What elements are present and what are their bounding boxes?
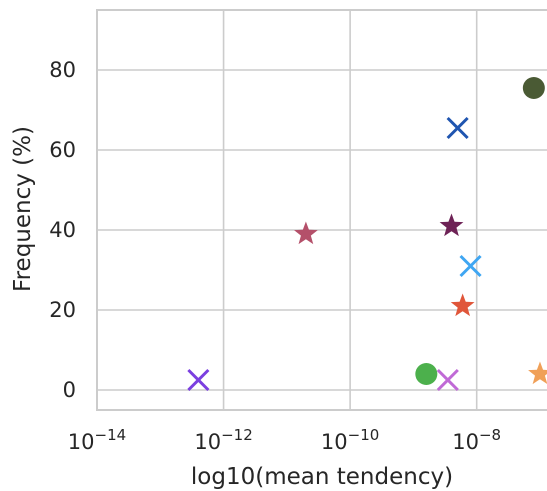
data-points	[187, 77, 547, 392]
data-point-circle	[522, 77, 545, 99]
y-tick-label: 40	[49, 218, 76, 242]
x-tick-label: 10−14	[68, 426, 126, 454]
x-tick-label: 10−8	[452, 426, 501, 454]
y-axis-label: Frequency (%)	[10, 126, 36, 292]
grid-lines	[97, 10, 547, 410]
data-point-star	[528, 361, 547, 385]
data-point-circle	[415, 363, 438, 385]
x-axis-label: log10(mean tendency)	[191, 464, 453, 490]
plot-border	[96, 9, 547, 411]
data-point-star	[450, 293, 475, 317]
data-point-x	[436, 368, 459, 392]
data-point-x	[459, 254, 482, 278]
y-tick-label: 60	[49, 138, 76, 162]
data-point-x	[187, 368, 210, 392]
data-point-star	[439, 213, 464, 237]
data-point-x	[446, 116, 469, 140]
x-tick-label: 10−12	[194, 426, 252, 454]
plot-frame	[96, 9, 547, 411]
x-tick-label: 10−10	[321, 426, 379, 454]
data-point-star	[294, 221, 318, 245]
y-tick-label: 80	[49, 58, 76, 82]
y-tick-label: 0	[63, 378, 76, 402]
y-tick-label: 20	[49, 298, 76, 322]
